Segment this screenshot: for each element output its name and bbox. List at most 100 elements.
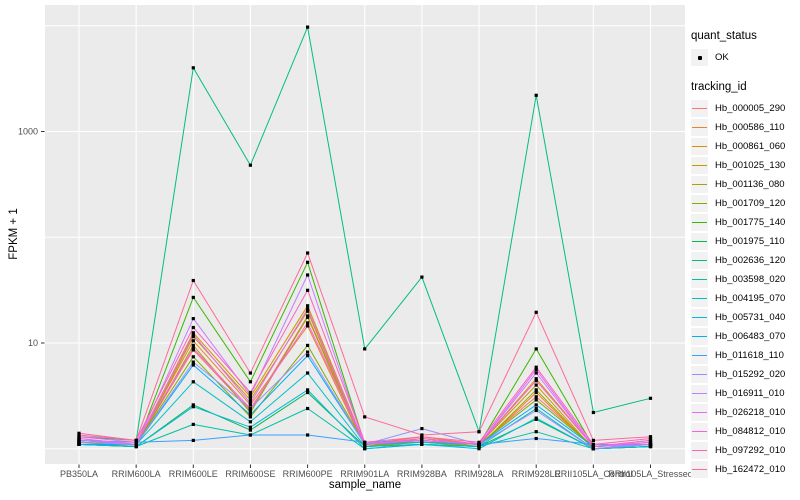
data-point [191, 422, 195, 426]
legend-item-Hb_084812_010: Hb_084812_010 [691, 422, 799, 441]
legend-item-Hb_162472_010: Hb_162472_010 [691, 460, 799, 479]
data-point [306, 251, 310, 255]
data-point [306, 343, 310, 347]
legend-line-swatch [692, 184, 707, 186]
data-point [306, 260, 310, 264]
data-point [306, 288, 310, 292]
data-point [534, 368, 538, 372]
data-point [306, 388, 310, 392]
x-tick-label: RRIM600SE [225, 469, 275, 479]
legend-key-box [691, 252, 708, 269]
legend-line-swatch [692, 431, 707, 433]
data-point [363, 444, 367, 449]
legend-line-swatch [692, 260, 707, 262]
data-point [248, 433, 252, 437]
legend-line-swatch [692, 146, 707, 148]
legend-item-ok: OK [691, 48, 799, 67]
legend-item-label: Hb_000586_110 [715, 122, 785, 133]
legend-item-Hb_000861_060: Hb_000861_060 [691, 137, 799, 156]
data-point [648, 396, 653, 400]
legend-item-Hb_004195_070: Hb_004195_070 [691, 289, 799, 308]
legend-item-Hb_001136_080: Hb_001136_080 [691, 175, 799, 194]
data-point [306, 273, 310, 277]
data-point [534, 93, 538, 97]
legend-line-swatch [692, 393, 707, 395]
data-point [306, 324, 310, 328]
data-point [248, 163, 252, 167]
legend-key-box [691, 328, 708, 345]
legend-key-box [691, 233, 708, 250]
legend-item-label: Hb_005731_040 [715, 312, 786, 323]
y-axis-title: FPKM + 1 [8, 208, 20, 260]
data-point [534, 430, 538, 434]
legend-item-Hb_001975_110: Hb_001975_110 [691, 232, 799, 251]
legend-title-quant-status: quant_status [691, 30, 757, 42]
legend-item-Hb_000586_110: Hb_000586_110 [691, 118, 799, 137]
legend-item-Hb_000005_290: Hb_000005_290 [691, 99, 799, 118]
legend-item-Hb_002636_120: Hb_002636_120 [691, 251, 799, 270]
data-point [191, 405, 195, 409]
data-point [534, 377, 538, 381]
x-tick-label: RRIM928LE [512, 469, 561, 479]
legend-line-swatch [692, 336, 707, 338]
data-point [191, 339, 195, 343]
legend-key-box [691, 138, 708, 155]
legend-item-label: Hb_162472_010 [715, 464, 786, 475]
legend-line-swatch [692, 317, 707, 319]
data-point [248, 371, 252, 375]
data-point [191, 66, 195, 70]
data-point [77, 433, 81, 437]
x-axis-title: sample_name [328, 479, 402, 491]
x-tick-label: RRII105LA_Control [554, 469, 632, 479]
data-point [534, 406, 538, 411]
data-point [477, 430, 481, 434]
data-point [534, 371, 538, 375]
legend-key-box [691, 461, 708, 478]
data-point [363, 442, 367, 446]
legend-tracking-list: Hb_000005_290 Hb_000586_110 Hb_000861_060 H… [691, 99, 799, 479]
data-point [534, 379, 538, 383]
legend-key-box [691, 271, 708, 288]
data-point [248, 425, 252, 429]
data-point [648, 444, 653, 449]
data-point [306, 433, 310, 437]
data-point [248, 380, 252, 384]
data-point [363, 415, 367, 419]
legend-line-swatch [692, 108, 707, 110]
legend-item-Hb_001025_130: Hb_001025_130 [691, 156, 799, 175]
data-point [534, 395, 538, 399]
data-point [534, 347, 538, 351]
data-point [191, 317, 195, 321]
data-point [191, 331, 195, 335]
data-point [134, 444, 138, 449]
data-point [306, 350, 310, 354]
data-point [77, 438, 81, 442]
data-point [477, 444, 481, 449]
data-point [248, 420, 252, 424]
legend-line-swatch [692, 241, 707, 243]
data-point [306, 307, 310, 311]
x-tick-label: RRIM600LA [112, 469, 161, 479]
data-point [191, 278, 195, 283]
x-tick-label: RRII105LA_Stressed [608, 469, 693, 479]
data-point [248, 406, 252, 411]
data-point [77, 436, 81, 441]
data-point [306, 354, 310, 358]
data-point [248, 428, 252, 432]
data-point [306, 304, 310, 308]
data-point [534, 403, 538, 407]
legend-item-Hb_011618_110: Hb_011618_110 [691, 346, 799, 365]
data-point [77, 440, 81, 444]
data-point [477, 442, 481, 446]
legend-item-label: Hb_026218_010 [715, 407, 786, 418]
legend-key-box [691, 347, 708, 364]
data-point [534, 390, 538, 395]
data-point [248, 401, 252, 405]
legend-item-label: Hb_004195_070 [715, 293, 786, 304]
data-point [191, 355, 195, 359]
legend-key-box [691, 290, 708, 307]
data-point [306, 390, 310, 395]
data-point [248, 408, 252, 413]
data-point [363, 440, 367, 444]
